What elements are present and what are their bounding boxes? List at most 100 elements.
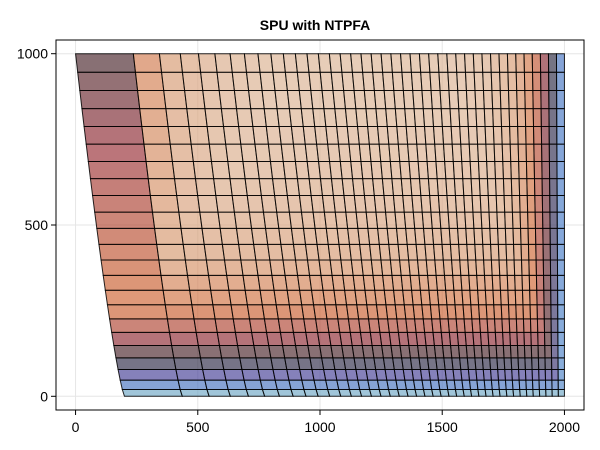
mesh-cell [506, 274, 516, 291]
mesh-cell [556, 108, 565, 127]
mesh-cell [499, 90, 510, 110]
mesh-cell [213, 178, 233, 197]
mesh-cell [543, 318, 552, 333]
mesh-cell [238, 243, 257, 261]
mesh-cell [221, 243, 242, 261]
mesh-cell [557, 304, 565, 320]
mesh-cell [508, 318, 518, 333]
mesh-cell [474, 90, 485, 110]
mesh-cell [256, 161, 274, 180]
mesh-cell [239, 357, 259, 370]
mesh-cell [557, 357, 565, 370]
mesh-cell [206, 388, 231, 397]
mesh-cell [440, 108, 452, 127]
mesh-cell [496, 211, 506, 229]
mesh-cell [242, 274, 261, 291]
mesh-cell [541, 195, 551, 213]
mesh-cell [160, 274, 191, 291]
mesh-cell [500, 108, 511, 127]
mesh-cell [182, 243, 207, 261]
mesh-cell [265, 227, 282, 245]
mesh-cell [523, 344, 533, 359]
mesh-cell [542, 227, 551, 245]
mesh-cell [212, 304, 234, 320]
mesh-cell [556, 195, 565, 213]
mesh-cell [248, 318, 268, 333]
mesh-cell [492, 125, 503, 145]
mesh-cell [476, 125, 487, 145]
mesh-cell [445, 178, 456, 197]
mesh-cell [217, 211, 238, 229]
mesh-cell [193, 318, 218, 333]
mesh-cell [486, 178, 497, 197]
mesh-cell [490, 259, 501, 276]
mesh-cell [533, 161, 543, 180]
mesh-cell [218, 344, 241, 359]
mesh-cell [156, 243, 186, 261]
mesh-cell [171, 344, 202, 359]
mesh-cell [199, 357, 225, 370]
mesh-cell [222, 125, 242, 145]
mesh-cell [235, 227, 255, 245]
mesh-cell [458, 243, 469, 261]
mesh-cell [225, 143, 244, 163]
mesh-cell [254, 143, 272, 163]
mesh-cell [434, 143, 446, 163]
mesh-cell [510, 178, 521, 197]
mesh-cell [506, 53, 517, 73]
mesh-cell [253, 344, 272, 359]
x-axis: 0 500 1000 1500 2000 [72, 410, 580, 435]
mesh-cell [197, 53, 218, 73]
mesh-cell [459, 259, 470, 276]
y-axis: 0 500 1000 [17, 46, 56, 404]
mesh-cell [551, 368, 559, 381]
mesh-cell [475, 259, 486, 276]
mesh-cell [534, 211, 544, 229]
mesh-cell [216, 331, 239, 346]
x-tick-label: 1000 [304, 419, 335, 435]
mesh-cell [233, 90, 252, 110]
mesh-cell [162, 289, 193, 306]
mesh-cell [478, 304, 488, 320]
mesh-cell [455, 53, 467, 73]
mesh-cell [257, 53, 274, 73]
mesh-cell [87, 161, 149, 180]
x-tick-label: 1500 [427, 419, 458, 435]
mesh-cell [516, 90, 526, 110]
mesh-cell [258, 178, 276, 197]
mesh-cell [236, 344, 257, 359]
mesh-cell [539, 53, 550, 73]
mesh-cell [501, 125, 511, 145]
mesh-cell [463, 195, 474, 213]
mesh-cell [517, 143, 527, 163]
mesh-cell [421, 90, 433, 110]
mesh-cell [495, 344, 505, 359]
mesh-cell [538, 368, 547, 381]
chart-title: SPU with NTPFA [260, 17, 370, 33]
mesh-cell [508, 304, 517, 320]
mesh-cell [485, 304, 496, 320]
mesh-cell [459, 125, 470, 145]
mesh-cell [457, 90, 468, 110]
mesh-cell [483, 259, 493, 276]
mesh-cell [526, 195, 536, 213]
mesh-cell [556, 227, 565, 245]
x-tick-label: 2000 [549, 419, 580, 435]
mesh-cell [518, 379, 527, 390]
mesh-cell [548, 125, 558, 145]
mesh-cell [447, 71, 459, 92]
mesh-cells [74, 53, 565, 397]
mesh-cell [231, 195, 250, 213]
mesh-cell [489, 357, 499, 370]
mesh-cell [446, 195, 458, 213]
mesh-cell [137, 90, 167, 110]
mesh-cell [540, 125, 550, 145]
mesh-cell [541, 143, 550, 163]
mesh-cell [180, 227, 205, 245]
mesh-cell [557, 388, 565, 397]
mesh-cell [449, 108, 461, 127]
mesh-cell [489, 368, 500, 381]
mesh-cell [215, 195, 235, 213]
mesh-cell [550, 304, 559, 320]
